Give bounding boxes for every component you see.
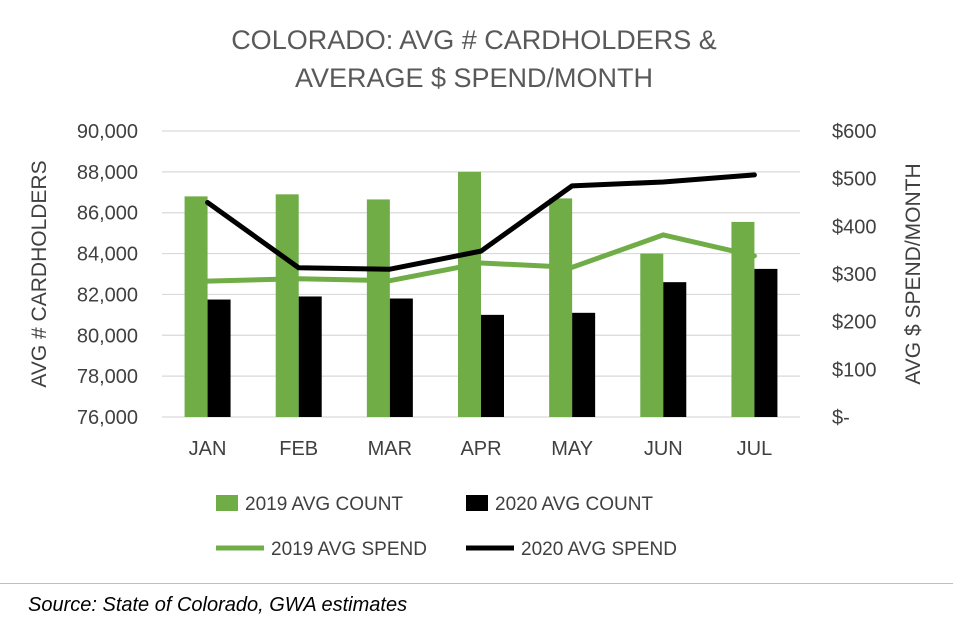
bar-2019-avg-count-jul [731,221,755,417]
chart-title-line-2: AVERAGE $ SPEND/MONTH [295,63,653,93]
x-tick-label: FEB [279,438,318,460]
left-axis-ticks: 90,000 88,000 86,000 84,000 82,000 80,000 78,0… [77,121,138,429]
line-2019-avg-spend [205,232,757,284]
y-tick-label: 86,000 [77,203,138,225]
y2-tick-label: $200 [832,312,877,334]
y2-tick-label: $100 [832,359,877,381]
y-tick-label: 84,000 [77,244,138,266]
y-tick-label: 80,000 [77,325,138,347]
legend-swatch-2019-count [216,495,238,511]
y-tick-label: 78,000 [77,366,138,388]
x-tick-label: APR [460,438,501,460]
bar-2019-avg-count-apr [458,171,481,417]
y-tick-label: 90,000 [77,121,138,143]
x-tick-label: JAN [189,438,227,460]
bar-2020-avg-count-may [572,312,596,417]
bar-2019-avg-count-may [549,198,573,417]
bar-2020-avg-count-apr [481,314,504,417]
bar-2019-avg-count-jan [184,196,208,417]
x-tick-label: MAR [368,438,412,460]
y2-tick-label: $400 [832,216,877,238]
legend-label-2019-spend: 2019 AVG SPEND [271,539,427,560]
bar-2019-avg-count-jun [640,253,664,417]
category-axis-ticks: JAN FEB MAR APR MAY JUN JUL [189,438,773,460]
y2-tick-label: $600 [832,121,877,143]
bar-series [184,171,778,417]
y2-tick-label: $500 [832,169,877,191]
legend-swatch-2020-count [466,495,488,511]
source-divider [0,583,953,584]
bar-2020-avg-count-feb [298,296,322,417]
bar-2020-avg-count-jun [663,282,687,417]
chart-title-line-1: COLORADO: AVG # CARDHOLDERS & [231,25,717,55]
y2-tick-label: $300 [832,264,877,286]
left-axis-title: AVG # CARDHOLDERS [28,160,51,387]
legend: 2019 AVG COUNT 2020 AVG COUNT 2019 AVG S… [216,494,677,560]
bar-2020-avg-count-jul [754,268,778,417]
bar-2019-avg-count-mar [366,199,390,417]
x-tick-label: MAY [551,438,593,460]
line-2020-avg-spend [205,172,757,272]
y-tick-label: 76,000 [77,407,138,429]
legend-label-2020-count: 2020 AVG COUNT [495,494,653,515]
right-axis-ticks: $600 $500 $400 $300 $200 $100 $- [832,121,877,429]
bar-2019-avg-count-feb [275,194,299,417]
line-series [205,172,757,284]
source-note: Source: State of Colorado, GWA estimates [28,594,408,616]
y-tick-label: 82,000 [77,284,138,306]
legend-label-2019-count: 2019 AVG COUNT [245,494,403,515]
bar-2020-avg-count-mar [389,298,413,417]
legend-label-2020-spend: 2020 AVG SPEND [521,539,677,560]
x-tick-label: JUN [644,438,683,460]
bar-2020-avg-count-jan [207,299,231,417]
y2-tick-label: $- [832,407,850,429]
x-tick-label: JUL [737,438,773,460]
y-tick-label: 88,000 [77,162,138,184]
right-axis-title: AVG $ SPEND/MONTH [902,163,925,384]
